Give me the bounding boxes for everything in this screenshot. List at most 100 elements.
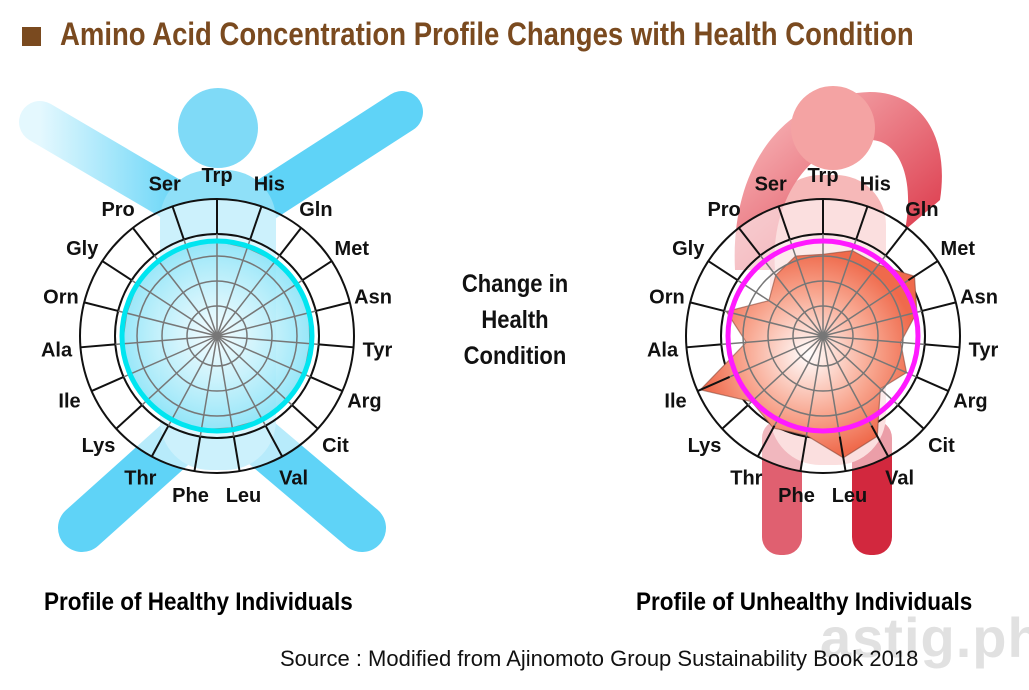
healthy-spoke (216, 335, 293, 406)
healthy-spoke-outer (278, 227, 302, 257)
healthy-spoke-outer (232, 436, 241, 472)
unhealthy-spoke-outer (799, 436, 808, 472)
healthy-spoke-outer (318, 343, 354, 349)
healthy-spoke-outer (249, 206, 263, 240)
unhealthy-spoke (721, 335, 824, 346)
unhealthy-spoke-outer (689, 301, 725, 312)
healthy-spoke-outer (132, 227, 156, 257)
unhealthy-axis-label-leu: Leu (832, 485, 868, 507)
unhealthy-spoke (822, 335, 899, 406)
unhealthy-axis-label-tyr: Tyr (969, 339, 999, 361)
healthy-axis-label-val: Val (279, 468, 308, 490)
unhealthy-spoke (737, 279, 824, 337)
unhealthy-spoke-outer (721, 404, 749, 430)
unhealthy-spoke (822, 279, 909, 337)
unhealthy-spoke (759, 255, 824, 337)
healthy-spoke (183, 239, 218, 337)
unhealthy-spoke (747, 335, 824, 406)
title-bullet-icon (22, 27, 41, 46)
healthy-axis-label-orn: Orn (43, 286, 79, 308)
healthy-spoke-outer (91, 376, 124, 392)
healthy-axis-label-tyr: Tyr (363, 339, 393, 361)
unhealthy-spoke (822, 335, 841, 437)
unhealthy-axis-label-thr: Thr (730, 468, 762, 490)
unhealthy-spoke (822, 335, 925, 346)
unhealthy-spoke-outer (838, 436, 847, 472)
watermark-logo: astig.ph (820, 606, 1029, 669)
healthy-spoke (131, 279, 218, 337)
healthy-axis-label-lys: Lys (82, 435, 116, 457)
unhealthy-spoke (822, 310, 923, 337)
unhealthy-axis-label-ser: Ser (755, 174, 787, 196)
unhealthy-spoke (789, 239, 824, 337)
unhealthy-axis-label-asn: Asn (960, 286, 998, 308)
healthy-axis-label-trp: Trp (201, 165, 232, 187)
unhealthy-axis-label-arg: Arg (953, 391, 987, 413)
healthy-spoke (117, 310, 218, 337)
unhealthy-spoke-outer (756, 425, 776, 457)
healthy-spoke-outer (80, 343, 116, 349)
healthy-spoke (216, 335, 235, 437)
healthy-axis-label-cit: Cit (322, 435, 349, 457)
unhealthy-spoke-outer (777, 206, 791, 240)
unhealthy-axis-label-lys: Lys (688, 435, 722, 457)
healthy-caption: Profile of Healthy Individuals (44, 588, 353, 616)
unhealthy-axis-label-ala: Ala (647, 339, 679, 361)
healthy-spoke (216, 255, 281, 337)
unhealthy-spoke-outer (916, 376, 949, 392)
healthy-spoke-outer (150, 425, 170, 457)
unhealthy-axis-label-pro: Pro (707, 199, 740, 221)
unhealthy-axis-label-ile: Ile (664, 391, 686, 413)
unhealthy-axis-label-gln: Gln (905, 199, 938, 221)
healthy-spoke (216, 239, 251, 337)
unhealthy-spoke-outer (697, 376, 730, 392)
unhealthy-spoke (822, 335, 917, 378)
unhealthy-spoke (773, 335, 824, 427)
unhealthy-axis-label-orn: Orn (649, 286, 685, 308)
healthy-axis-label-met: Met (335, 238, 370, 260)
healthy-axis-label-thr: Thr (124, 468, 156, 490)
healthy-axis-label-gly: Gly (66, 238, 99, 260)
healthy-axis-label-ala: Ala (41, 339, 73, 361)
unhealthy-axis-label-val: Val (885, 468, 914, 490)
healthy-spoke-outer (310, 376, 343, 392)
source-note: Source : Modified from Ajinomoto Group S… (280, 646, 919, 671)
healthy-spoke-outer (264, 425, 284, 457)
healthy-spoke (216, 335, 267, 427)
unhealthy-axis-label-met: Met (941, 238, 976, 260)
healthy-axis-label-leu: Leu (226, 485, 262, 507)
unhealthy-axis-label-phe: Phe (778, 485, 815, 507)
unhealthy-spoke-outer (884, 227, 908, 257)
center-text-line-1: Change in (461, 270, 569, 298)
healthy-axis-label-ile: Ile (58, 391, 80, 413)
unhealthy-axis-label-his: His (860, 174, 891, 196)
healthy-reference-circle (119, 238, 315, 434)
unhealthy-spoke (805, 335, 824, 437)
unhealthy-spoke-outer (855, 206, 869, 240)
unhealthy-spoke (822, 239, 857, 337)
healthy-axis-label-phe: Phe (172, 485, 209, 507)
unhealthy-spoke (723, 310, 824, 337)
healthy-axis-label-gln: Gln (299, 199, 332, 221)
healthy-spoke-outer (291, 404, 319, 430)
healthy-spoke-outer (171, 206, 185, 240)
healthy-spoke-outer (301, 260, 333, 282)
unhealthy-spoke (822, 255, 887, 337)
unhealthy-spoke (822, 335, 873, 427)
healthy-spoke (216, 310, 317, 337)
unhealthy-reference-circle (725, 238, 921, 434)
unhealthy-spoke (729, 335, 824, 378)
healthy-axis-label-arg: Arg (347, 391, 381, 413)
unhealthy-spoke-outer (897, 404, 925, 430)
unhealthy-spoke-outer (921, 301, 957, 312)
healthy-spoke (216, 279, 303, 337)
center-text-line-3: Condition (463, 342, 567, 370)
healthy-spoke-outer (83, 301, 119, 312)
healthy-spoke-outer (193, 436, 202, 472)
healthy-axis-label-asn: Asn (354, 286, 392, 308)
unhealthy-spoke-outer (924, 343, 960, 349)
unhealthy-spoke-outer (686, 343, 722, 349)
healthy-spoke (216, 335, 319, 346)
